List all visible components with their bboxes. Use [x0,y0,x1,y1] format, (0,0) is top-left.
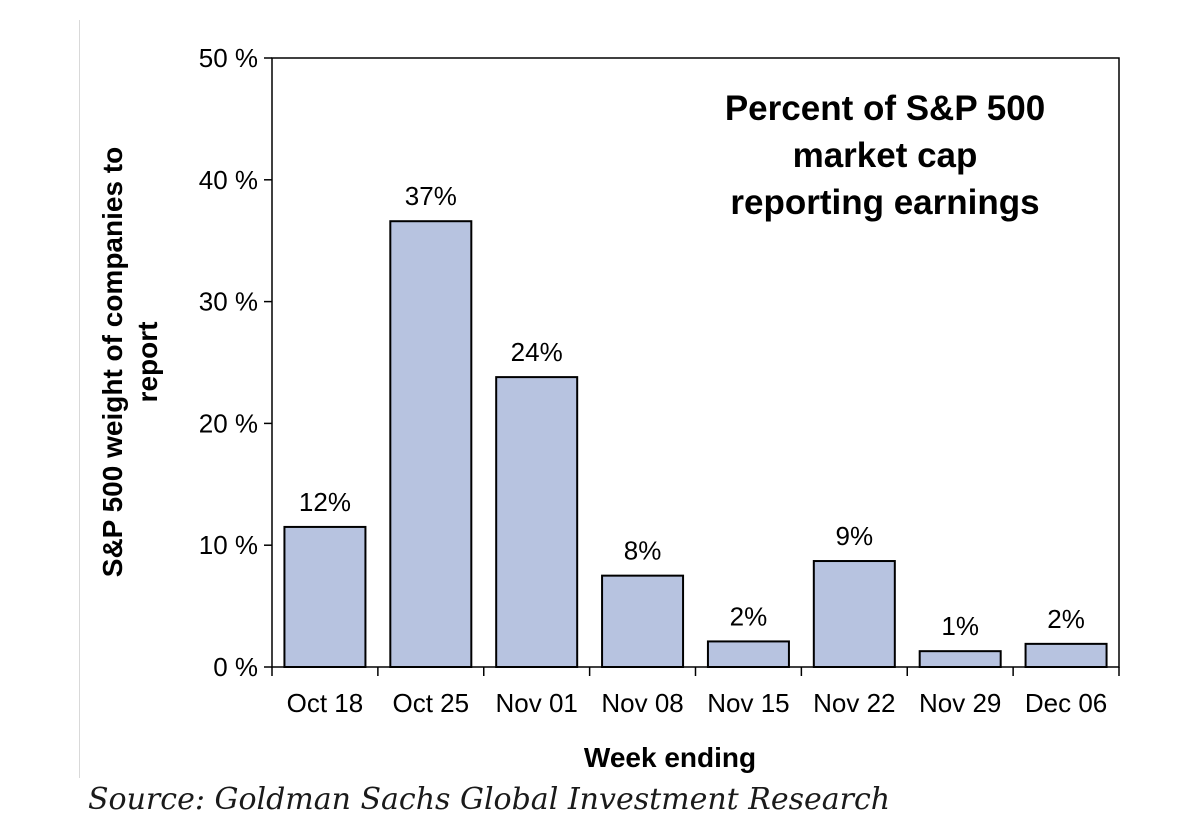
bars-layer [283,220,1108,669]
source-caption: Source: Goldman Sachs Global Investment … [88,782,891,817]
x-tick-label: Nov 15 [707,688,789,718]
y-tick-label: 10 % [199,530,258,560]
y-axis-title-line-2: report [132,322,163,403]
y-tick-label: 0 % [213,652,258,682]
bar [918,650,1002,669]
y-tick-label: 50 % [199,43,258,73]
y-axis-title-line-1: S&P 500 weight of companies to [97,147,128,577]
axis-layer: 0 % 10 % 20 % 30 % 40 % 50 % 12% Oct 18 37% Oct 2… [199,43,1120,718]
bar [706,640,790,668]
x-axis-title: Week ending [584,742,756,773]
y-tick-label: 20 % [199,408,258,438]
y-tick-label: 30 % [199,287,258,317]
chart-title-line-2: market cap [793,136,978,175]
data-label: 2% [730,601,768,631]
bar [601,574,685,669]
bar [812,560,896,668]
data-label: 9% [836,521,874,551]
bar [283,525,367,668]
x-tick-label: Dec 06 [1025,688,1107,718]
bar [389,220,473,668]
data-label: 1% [941,611,979,641]
data-label: 24% [511,337,563,367]
data-label: 2% [1047,604,1085,634]
x-tick-label: Nov 01 [495,688,577,718]
left-divider [79,20,80,778]
bar [495,376,579,668]
x-tick-label: Nov 08 [601,688,683,718]
chart-title-line-1: Percent of S&P 500 [725,89,1045,128]
y-tick-label: 40 % [199,165,258,195]
data-label: 12% [299,487,351,517]
x-tick-label: Nov 29 [919,688,1001,718]
bar [1024,642,1108,668]
bar-chart: 0 % 10 % 20 % 30 % 40 % 50 % 12% Oct 18 37% Oct 2… [97,43,1120,773]
x-tick-label: Oct 18 [287,688,364,718]
x-tick-label: Nov 22 [813,688,895,718]
x-tick-label: Oct 25 [393,688,470,718]
chart-title-line-3: reporting earnings [730,183,1039,222]
data-label: 37% [405,181,457,211]
data-label: 8% [624,536,662,566]
